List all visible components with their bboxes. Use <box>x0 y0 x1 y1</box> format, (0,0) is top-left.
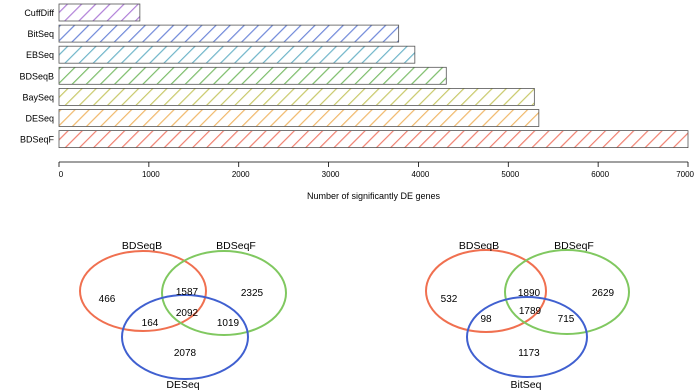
venn-circle-bdseqf <box>504 249 630 335</box>
category-label-ebseq: EBSeq <box>26 50 54 60</box>
x-tick-label-5000: 5000 <box>501 170 519 179</box>
venn-region-bdseqb-only: 466 <box>99 294 116 305</box>
venn-set-label-deseq: DESeq <box>166 379 199 391</box>
venn-region-bdseqb-bdseqf: 1587 <box>176 287 199 298</box>
venn-diagram-bitseq: BDSeqB BDSeqF BitSeq 532 2629 1173 1890 98 715 17… <box>425 240 630 391</box>
venn-diagram-deseq: BDSeqB BDSeqF DESeq 466 2325 2078 1587 164 1019 2… <box>79 240 287 391</box>
venn-circle-bdseqf <box>161 250 287 336</box>
x-tick-label-7000: 7000 <box>676 170 694 179</box>
venn-region-all-three: 1789 <box>519 306 542 317</box>
venn-circle-deseq <box>121 294 249 380</box>
bar-ebseq <box>58 45 416 64</box>
bar-deseq <box>58 109 540 127</box>
category-label-deseq: DESeq <box>25 114 54 124</box>
venn-region-deseq-only: 2078 <box>174 348 197 359</box>
venn-region-bdseqf-only: 2325 <box>241 288 264 299</box>
venn-region-bdseqb-deseq: 164 <box>142 318 159 329</box>
x-axis-label: Number of significantly DE genes <box>307 191 441 201</box>
venn-region-bdseqf-deseq: 1019 <box>217 318 240 329</box>
venn-set-label-bdseqb: BDSeqB <box>122 240 162 252</box>
category-label-bayseq: BaySeq <box>22 92 54 102</box>
x-tick-label-0: 0 <box>59 170 64 179</box>
venn-region-bdseqb-bdseqf: 1890 <box>518 288 541 299</box>
venn-circle-bdseqb <box>79 250 207 332</box>
venn-set-label-bdseqf: BDSeqF <box>554 240 594 252</box>
x-tick-label-3000: 3000 <box>322 170 340 179</box>
venn-circle-bitseq <box>466 296 588 378</box>
venn-set-label-bdseqb: BDSeqB <box>459 240 499 252</box>
bar-cuffdiff <box>58 3 141 22</box>
venn-circle-bdseqb <box>425 249 547 333</box>
x-tick-label-4000: 4000 <box>412 170 430 179</box>
x-tick-label-2000: 2000 <box>232 170 250 179</box>
bar-bdseqb <box>58 66 447 85</box>
venn-region-bdseqf-only: 2629 <box>592 288 615 299</box>
venn-set-label-bdseqf: BDSeqF <box>216 240 256 252</box>
x-tick-label-1000: 1000 <box>142 170 160 179</box>
bar-bitseq <box>58 24 400 43</box>
venn-region-bitseq-only: 1173 <box>518 348 540 359</box>
venn-set-label-bitseq: BitSeq <box>511 379 542 391</box>
bar-bayseq <box>58 88 535 106</box>
category-label-bdseqf: BDSeqF <box>20 135 55 145</box>
venn-region-bdseqf-bitseq: 715 <box>558 314 575 325</box>
category-label-bitseq: BitSeq <box>27 29 54 39</box>
x-tick-label-6000: 6000 <box>591 170 609 179</box>
venn-region-bdseqb-only: 532 <box>441 294 458 305</box>
bar-bdseqf <box>58 130 689 149</box>
category-label-cuffdiff: CuffDiff <box>24 8 54 18</box>
venn-region-all-three: 2092 <box>176 308 199 319</box>
bar-chart: CuffDiff BitSeq EBSeq BDSeqB BaySeq DESeq BDSe… <box>19 3 695 201</box>
category-label-bdseqb: BDSeqB <box>19 71 54 81</box>
venn-region-bdseqb-bitseq: 98 <box>480 314 492 325</box>
